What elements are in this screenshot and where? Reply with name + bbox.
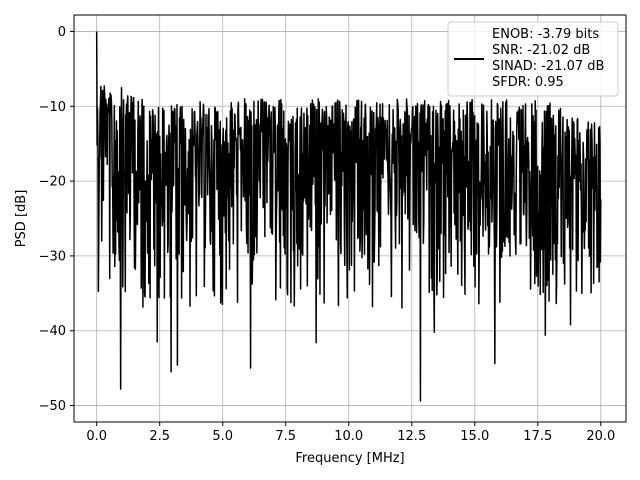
- x-tick-label: 15.0: [460, 429, 489, 444]
- x-tick-label: 10.0: [334, 429, 363, 444]
- legend-sfdr: SFDR: 0.95: [492, 75, 564, 90]
- x-tick-label: 0.0: [86, 429, 107, 444]
- plot-frame: [73, 14, 627, 423]
- y-tick-label: −40: [39, 324, 66, 339]
- y-tick-label: 0: [58, 25, 66, 40]
- psd-series-line: [95, 31, 602, 402]
- y-tick-label: −50: [39, 399, 66, 414]
- x-tick-label: 17.5: [523, 429, 552, 444]
- y-tick-label: −30: [39, 249, 66, 264]
- legend-snr: SNR: -21.02 dB: [492, 43, 590, 58]
- x-tick-label: 20.0: [586, 429, 615, 444]
- x-axis-label: Frequency [MHz]: [295, 451, 404, 466]
- x-tick-label: 5.0: [212, 429, 233, 444]
- y-axis-ticks: 0 −10 −20 −30 −40 −50: [39, 25, 74, 414]
- legend: ENOB: -3.79 bits SNR: -21.02 dB SINAD: -…: [447, 21, 619, 97]
- x-axis-ticks: 0.0 2.5 5.0 7.5 10.0 12.5 15.0 17.5 20.0: [86, 422, 615, 444]
- series-group: [95, 31, 602, 402]
- legend-enob: ENOB: -3.79 bits: [492, 27, 599, 42]
- legend-box: [447, 21, 619, 97]
- y-tick-label: −10: [39, 100, 66, 115]
- x-tick-label: 7.5: [275, 429, 296, 444]
- y-axis-label: PSD [dB]: [14, 190, 29, 248]
- y-tick-label: −20: [39, 175, 66, 190]
- x-tick-label: 12.5: [397, 429, 426, 444]
- legend-sinad: SINAD: -21.07 dB: [492, 59, 604, 74]
- x-tick-label: 2.5: [149, 429, 170, 444]
